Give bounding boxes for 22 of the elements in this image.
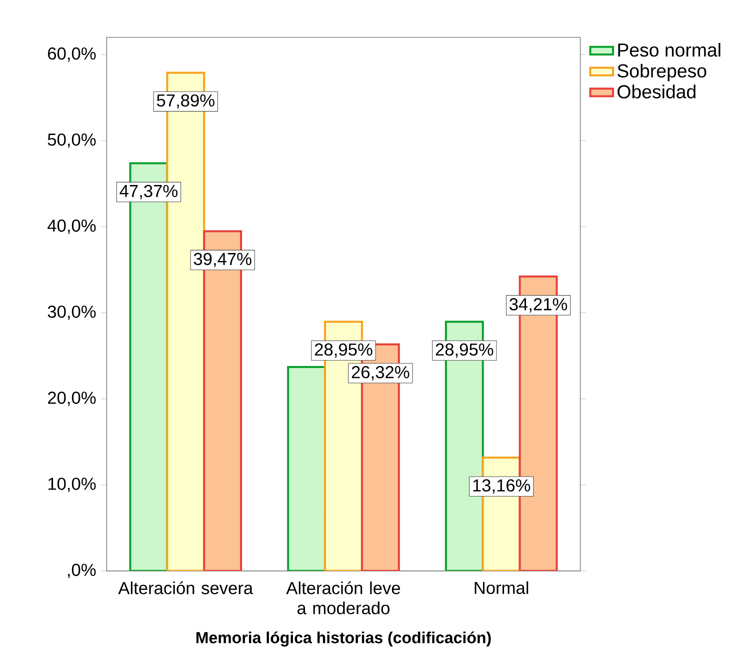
- legend-label: Obesidad: [618, 84, 696, 98]
- data-label: 47,37%: [120, 184, 178, 200]
- x-axis-title: Memoria lógica historias (codificación): [196, 631, 491, 646]
- data-label: 28,95%: [314, 343, 372, 358]
- data-label: 57,89%: [156, 94, 214, 109]
- data-label: 13,16%: [473, 479, 530, 494]
- y-tick-label: 50,0%: [48, 133, 96, 148]
- y-tick-label: 30,0%: [48, 305, 96, 320]
- data-label: 34,21%: [510, 298, 568, 312]
- y-tick-label: ,0%: [68, 564, 96, 578]
- x-tick-label: Alteración severa: [118, 581, 254, 594]
- y-tick-label: 20,0%: [48, 391, 96, 406]
- data-label: 26,32%: [352, 366, 410, 380]
- y-tick-label: 60,0%: [48, 47, 96, 62]
- x-tick-label: Normal: [474, 581, 528, 594]
- legend-label: Peso normal: [618, 42, 720, 57]
- data-label: 39,47%: [194, 252, 252, 268]
- data-label: 28,95%: [436, 343, 494, 358]
- legend-label: Sobrepeso: [618, 64, 706, 82]
- x-tick-label: Alteración leve a moderado: [286, 581, 400, 614]
- y-tick-label: 10,0%: [48, 478, 96, 492]
- y-tick-label: 40,0%: [48, 219, 96, 234]
